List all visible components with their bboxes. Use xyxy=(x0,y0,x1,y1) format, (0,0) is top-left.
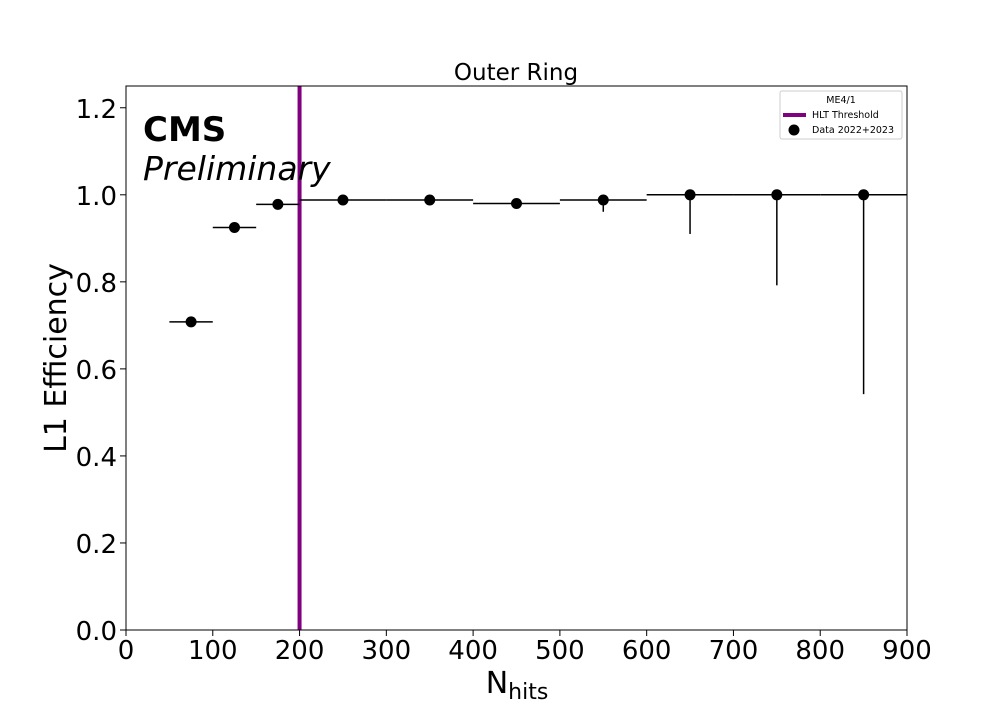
y-axis-label: L1 Efficiency xyxy=(39,263,74,453)
preliminary-label: Preliminary xyxy=(143,149,331,188)
x-tick-label: 800 xyxy=(795,636,845,666)
plot-content xyxy=(169,86,907,630)
data-point xyxy=(424,194,436,206)
y-tick-label: 1.0 xyxy=(76,182,117,212)
legend-box xyxy=(779,90,903,140)
x-axis-label-main: N xyxy=(486,666,508,701)
y-axis-ticks: 0.0 0.2 0.4 0.6 0.8 1.0 1.2 xyxy=(76,95,126,647)
axes-frame xyxy=(125,85,908,631)
x-tick-label: 900 xyxy=(882,636,932,666)
legend-data-label: Data 2022+2023 xyxy=(812,125,894,136)
x-axis-label-subscript: hits xyxy=(508,680,548,705)
legend-threshold-label: HLT Threshold xyxy=(812,110,879,121)
data-point xyxy=(337,194,349,206)
legend: ME4/1 HLT Threshold Data 2022+2023 xyxy=(779,90,903,140)
x-tick-label: 500 xyxy=(535,636,585,666)
data-point xyxy=(771,189,783,201)
data-point xyxy=(858,189,870,201)
x-tick-label: 600 xyxy=(622,636,672,666)
x-tick-label: 300 xyxy=(362,636,412,666)
y-tick-label: 0.8 xyxy=(76,269,117,299)
x-tick-label: 0 xyxy=(118,636,135,666)
legend-title: ME4/1 xyxy=(826,95,856,106)
x-tick-label: 700 xyxy=(709,636,759,666)
y-tick-label: 0.0 xyxy=(76,617,117,647)
data-point xyxy=(185,316,197,328)
data-point xyxy=(228,221,240,233)
data-point xyxy=(684,189,696,201)
chart-title: Outer Ring xyxy=(454,60,578,86)
y-tick-label: 0.4 xyxy=(76,443,117,473)
y-tick-label: 1.2 xyxy=(76,95,117,125)
y-tick-label: 0.2 xyxy=(76,530,117,560)
x-axis-label: Nhits xyxy=(486,666,549,705)
data-point xyxy=(272,198,284,210)
y-tick-label: 0.6 xyxy=(76,356,117,386)
x-tick-label: 100 xyxy=(188,636,238,666)
data-point xyxy=(597,194,609,206)
legend-data-marker xyxy=(788,124,800,136)
x-axis-ticks: 0 100 200 300 400 500 600 700 800 900 xyxy=(118,630,932,666)
x-tick-label: 400 xyxy=(448,636,498,666)
data-point xyxy=(511,198,522,210)
x-tick-label: 200 xyxy=(275,636,325,666)
cms-label: CMS xyxy=(143,110,226,150)
